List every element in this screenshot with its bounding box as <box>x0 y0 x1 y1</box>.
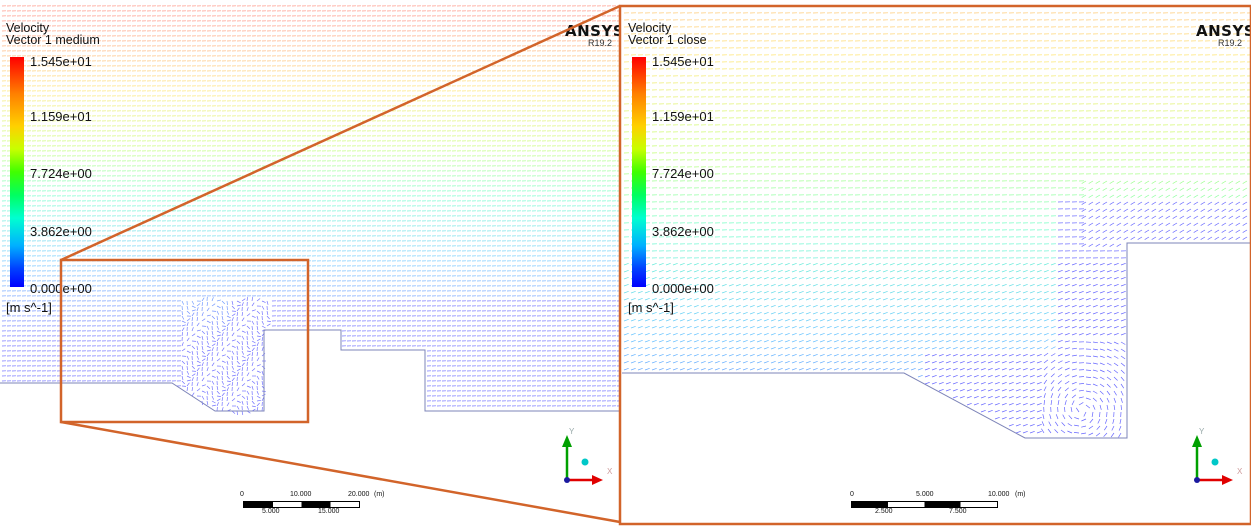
right-scale-bar <box>851 501 998 508</box>
right-scale-label: 2.500 <box>875 508 893 515</box>
left-axis-triad[interactable]: Y X <box>555 425 615 490</box>
right-legend-tick: 1.545e+01 <box>652 55 714 68</box>
left-legend-unit: [m s^-1] <box>6 300 52 315</box>
left-scale-label: (m) <box>374 491 385 498</box>
left-legend-tick: 3.862e+00 <box>30 225 92 238</box>
right-legend-unit: [m s^-1] <box>628 300 674 315</box>
right-view-subtitle: Vector 1 close <box>628 34 707 46</box>
right-scale-label: 0 <box>850 491 854 498</box>
left-scale-bar <box>243 501 360 508</box>
right-legend-tick: 3.862e+00 <box>652 225 714 238</box>
right-legend-tick: 1.159e+01 <box>652 110 714 123</box>
terrain-boundary <box>0 330 620 411</box>
left-legend-tick: 0.000e+00 <box>30 282 92 295</box>
left-axis-y-label: Y <box>569 427 575 436</box>
right-axis-triad[interactable]: Y X <box>1185 425 1245 490</box>
right-legend-tick: 7.724e+00 <box>652 167 714 180</box>
right-viewport[interactable]: Velocity Vector 1 close ANSYS R19.2 1.54… <box>622 0 1251 527</box>
right-axis-x-label: X <box>1237 467 1243 476</box>
left-legend-tick: 7.724e+00 <box>30 167 92 180</box>
left-scale-label: 5.000 <box>262 508 280 515</box>
left-color-legend-bar <box>10 57 24 287</box>
left-legend-tick: 1.159e+01 <box>30 110 92 123</box>
left-view-subtitle: Vector 1 medium <box>6 34 100 46</box>
right-color-legend-bar <box>632 57 646 287</box>
left-axis-x-label: X <box>607 467 613 476</box>
right-vector-field <box>622 0 1251 527</box>
right-legend-tick: 0.000e+00 <box>652 282 714 295</box>
right-scale-label: 10.000 <box>988 491 1009 498</box>
left-scale-label: 20.000 <box>348 491 369 498</box>
left-scale-label: 0 <box>240 491 244 498</box>
right-scale-label: (m) <box>1015 491 1026 498</box>
left-scale-label: 15.000 <box>318 508 339 515</box>
right-version-label: R19.2 <box>1218 38 1242 48</box>
left-vector-field <box>0 0 620 527</box>
right-scale-label: 5.000 <box>916 491 934 498</box>
left-scale-label: 10.000 <box>290 491 311 498</box>
right-scale-label: 7.500 <box>949 508 967 515</box>
left-legend-tick: 1.545e+01 <box>30 55 92 68</box>
left-version-label: R19.2 <box>588 38 612 48</box>
left-viewport[interactable]: Velocity Vector 1 medium ANSYS R19.2 1.5… <box>0 0 620 527</box>
right-axis-y-label: Y <box>1199 427 1205 436</box>
